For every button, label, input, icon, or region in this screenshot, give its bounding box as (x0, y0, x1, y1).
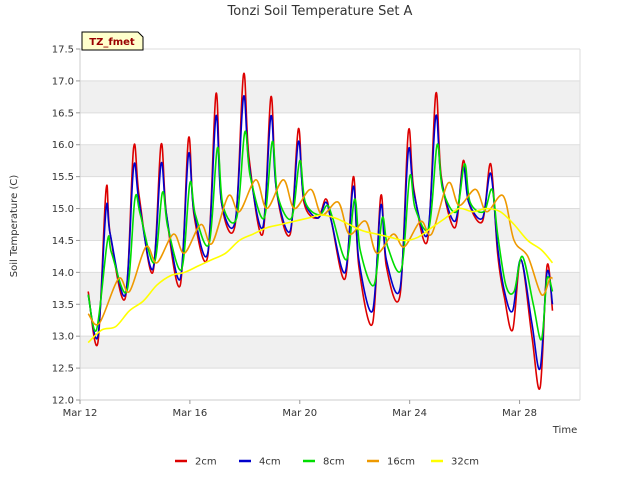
legend-label-2cm: 2cm (195, 457, 217, 468)
y-tick-label: 13.0 (52, 332, 74, 343)
plot-band (80, 304, 580, 337)
y-tick-label: 17.0 (52, 76, 74, 87)
x-tick-label: Mar 20 (282, 408, 317, 419)
ticks: 12.0 12.5 13.0 13.5 14.0 14.5 15.0 15.5 16.0 16.5… (52, 45, 537, 420)
y-tick-label: 16.0 (52, 140, 74, 151)
legend: 2cm 4cm 8cm 16cm 32cm (175, 457, 479, 468)
legend-label-4cm: 4cm (259, 457, 281, 468)
y-tick-label: 12.5 (52, 364, 74, 375)
series-group (87, 72, 554, 391)
badge: TZ_fmet (81, 31, 144, 51)
y-tick-label: 17.5 (52, 45, 74, 56)
plot-band (80, 336, 580, 369)
series-line-32cm (87, 207, 554, 344)
legend-label-32cm: 32cm (451, 457, 479, 468)
y-tick-label: 16.5 (52, 108, 74, 119)
y-tick-label: 15.5 (52, 172, 74, 183)
x-axis-label: Time (552, 425, 577, 436)
x-tick-label: Mar 12 (63, 408, 98, 419)
axes (79, 49, 581, 401)
y-tick-label: 15.0 (52, 204, 74, 215)
series-line-8cm (87, 130, 554, 341)
plot-band (80, 176, 580, 209)
plot-background (80, 49, 580, 400)
plot-band (80, 80, 580, 113)
plot-band (80, 49, 580, 81)
series-line-2cm (87, 72, 554, 391)
chart-title: Tonzi Soil Temperature Set A (227, 4, 413, 19)
y-axis-label: Soil Temperature (C) (9, 175, 20, 278)
y-tick-label: 14.5 (52, 236, 74, 247)
x-tick-label: Mar 28 (502, 408, 537, 419)
legend-label-8cm: 8cm (323, 457, 345, 468)
badge-label: TZ_fmet (89, 37, 135, 48)
badge-box (81, 31, 144, 51)
x-tick-label: Mar 24 (392, 408, 427, 419)
legend-label-16cm: 16cm (387, 457, 415, 468)
y-tick-label: 14.0 (52, 268, 74, 279)
series-line-4cm (87, 95, 554, 371)
plot-band (80, 112, 580, 145)
y-tick-label: 13.5 (52, 300, 74, 311)
x-tick-label: Mar 16 (172, 408, 207, 419)
plot-band (80, 368, 580, 400)
plot-band (80, 272, 580, 305)
plot-band (80, 144, 580, 177)
y-tick-label: 12.0 (52, 396, 74, 407)
series-line-16cm (87, 178, 553, 326)
